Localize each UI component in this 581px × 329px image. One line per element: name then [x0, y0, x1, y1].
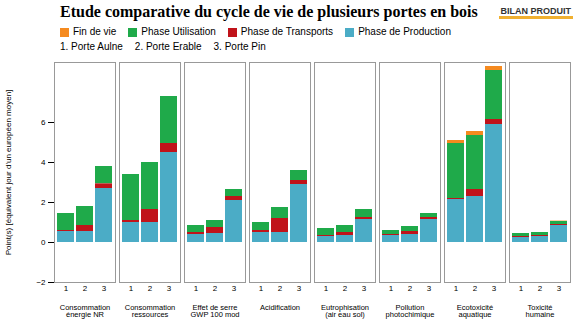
svg-text:1: 1	[389, 284, 394, 293]
svg-text:4: 4	[41, 158, 46, 167]
svg-text:3: 3	[492, 284, 497, 293]
svg-text:6: 6	[41, 118, 46, 127]
svg-text:1: 1	[64, 284, 69, 293]
svg-text:1: 1	[129, 284, 134, 293]
svg-text:Acidification: Acidification	[260, 303, 300, 312]
svg-text:Consommationressources: Consommationressources	[125, 303, 175, 320]
svg-text:0: 0	[41, 238, 46, 247]
svg-text:2: 2	[343, 284, 348, 293]
svg-text:1: 1	[324, 284, 329, 293]
svg-text:2: 2	[148, 284, 153, 293]
svg-text:2: 2	[538, 284, 543, 293]
svg-text:2: 2	[473, 284, 478, 293]
svg-text:1: 1	[454, 284, 459, 293]
svg-text:1: 1	[519, 284, 524, 293]
svg-text:Pollutionphotochimique: Pollutionphotochimique	[386, 303, 435, 320]
svg-text:3: 3	[167, 284, 172, 293]
html-text:Phase de Production: Phase de Production	[358, 26, 451, 37]
svg-text:3: 3	[297, 284, 302, 293]
svg-text:2: 2	[83, 284, 88, 293]
svg-text:2: 2	[408, 284, 413, 293]
svg-text:2: 2	[41, 198, 46, 207]
svg-text:1: 1	[194, 284, 199, 293]
svg-text:3: 3	[362, 284, 367, 293]
svg-text:2: 2	[278, 284, 283, 293]
html-text:Etude comparative du cycle de: Etude comparative du cycle de vie de plu…	[60, 3, 478, 20]
html-text:BILAN PRODUIT: BILAN PRODUIT	[500, 5, 571, 16]
svg-text:2: 2	[213, 284, 218, 293]
svg-text:Ecotoxicitéaquatique: Ecotoxicitéaquatique	[457, 303, 493, 320]
svg-text:3: 3	[557, 284, 562, 293]
svg-text:1: 1	[259, 284, 264, 293]
svg-text:3: 3	[232, 284, 237, 293]
svg-text:Point(s) [équivalent jour d'un: Point(s) [équivalent jour d'un européen …	[4, 90, 13, 256]
html-text:2. Porte Erable: 2. Porte Erable	[134, 41, 202, 52]
svg-text:Eutrophisation(air eau sol): Eutrophisation(air eau sol)	[321, 303, 369, 320]
html-text:1. Porte Aulne: 1. Porte Aulne	[60, 41, 123, 52]
html-text:Fin de vie: Fin de vie	[73, 26, 117, 37]
svg-text:−2: −2	[36, 278, 46, 287]
svg-text:3: 3	[427, 284, 432, 293]
html-text:3. Porte Pin: 3. Porte Pin	[213, 41, 266, 52]
svg-text:Consommationénergie NR: Consommationénergie NR	[60, 303, 110, 320]
html-text:Phase Utilisation: Phase Utilisation	[141, 26, 216, 37]
html-text:Phase de Transports: Phase de Transports	[240, 26, 334, 37]
svg-text:Toxicitéhumaine: Toxicitéhumaine	[526, 303, 555, 320]
svg-text:Effet de serreGWP 100 mod: Effet de serreGWP 100 mod	[190, 303, 239, 320]
svg-text:3: 3	[102, 284, 107, 293]
